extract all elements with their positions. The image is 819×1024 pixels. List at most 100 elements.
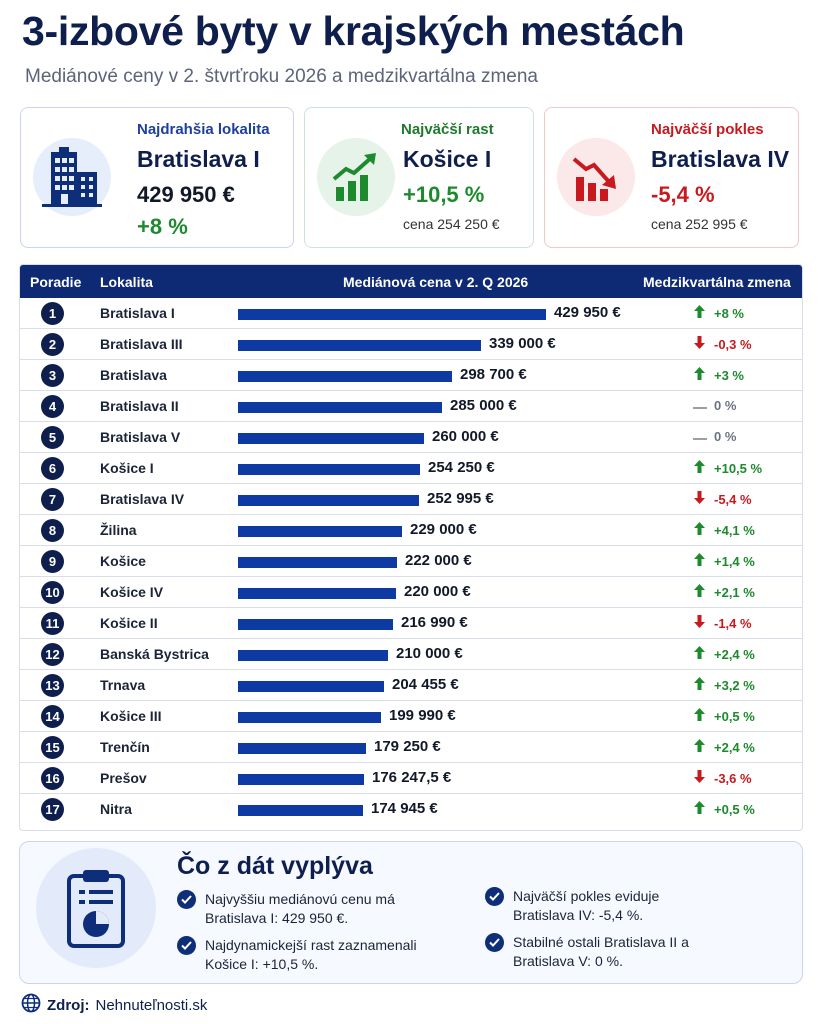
price-label: 222 000 € — [405, 552, 472, 569]
table-body: 1 Bratislava I 429 950 € +8 % 2 Bratislava II… — [20, 298, 802, 825]
rank-badge: 13 — [41, 674, 64, 697]
rank-badge: 4 — [41, 395, 64, 418]
change-cell: +4,1 % — [693, 522, 755, 538]
change-cell: +2,1 % — [693, 584, 755, 600]
rank-badge: 12 — [41, 643, 64, 666]
change-value: +3 % — [714, 367, 744, 383]
arrow-down-icon — [693, 336, 705, 352]
rank-badge: 5 — [41, 426, 64, 449]
arrow-up-icon — [693, 708, 705, 724]
card-price-note: cena 254 250 € — [403, 216, 500, 232]
rank-badge: 10 — [41, 581, 64, 604]
price-label: 229 000 € — [410, 521, 477, 538]
price-bar — [238, 309, 546, 320]
table-row: 10 Košice IV 220 000 € +2,1 % — [20, 577, 802, 608]
header-change: Medzikvartálna zmena — [643, 274, 791, 290]
arrow-up-icon — [693, 584, 705, 600]
arrow-up-icon — [693, 460, 705, 476]
header-price: Mediánová cena v 2. Q 2026 — [343, 274, 529, 290]
price-label: 254 250 € — [428, 459, 495, 476]
location-label: Bratislava I — [100, 305, 175, 321]
location-label: Trenčín — [100, 739, 150, 755]
summary-point: Najvyššiu mediánovú cenu má Bratislava I… — [177, 890, 445, 928]
table-row: 6 Košice I 254 250 € +10,5 % — [20, 453, 802, 484]
card-label: Najväčší rast — [401, 121, 494, 138]
change-value: +4,1 % — [714, 522, 755, 538]
rank-badge: 14 — [41, 705, 64, 728]
change-value: +0,5 % — [714, 708, 755, 724]
location-label: Prešov — [100, 770, 147, 786]
price-label: 339 000 € — [489, 335, 556, 352]
change-cell: -0,3 % — [693, 336, 752, 352]
card-biggest-drop: Najväčší pokles Bratislava IV -5,4 % cen… — [544, 107, 799, 248]
card-label: Najdrahšia lokalita — [137, 121, 270, 138]
change-cell: +2,4 % — [693, 646, 755, 662]
price-bar — [238, 619, 393, 630]
card-change: +10,5 % — [403, 182, 485, 207]
dash-icon — [693, 430, 707, 444]
arrow-down-icon — [693, 491, 705, 507]
price-label: 204 455 € — [392, 676, 459, 693]
card-change: +8 % — [137, 214, 188, 239]
change-value: -0,3 % — [714, 336, 752, 352]
summary-point: Stabilné ostali Bratislava II a Bratisla… — [485, 933, 703, 971]
location-label: Banská Bystrica — [100, 646, 209, 662]
location-label: Bratislava II — [100, 398, 179, 414]
growth-chart-icon — [317, 138, 395, 216]
rank-badge: 2 — [41, 333, 64, 356]
change-cell: +2,4 % — [693, 739, 755, 755]
table-row: 11 Košice II 216 990 € -1,4 % — [20, 608, 802, 639]
card-biggest-growth: Najväčší rast Košice I +10,5 % cena 254 … — [304, 107, 534, 248]
change-value: 0 % — [714, 429, 737, 444]
buildings-icon — [33, 138, 111, 216]
change-value: 0 % — [714, 398, 737, 413]
price-bar — [238, 712, 381, 723]
location-label: Bratislava V — [100, 429, 181, 445]
header-rank: Poradie — [30, 274, 82, 290]
check-icon — [485, 887, 504, 906]
price-label: 176 247,5 € — [372, 769, 452, 786]
price-label: 252 995 € — [427, 490, 494, 507]
change-cell: -1,4 % — [693, 615, 752, 631]
dash-icon — [693, 399, 707, 413]
table-row: 3 Bratislava 298 700 € +3 % — [20, 360, 802, 391]
card-price: 429 950 € — [137, 182, 235, 207]
change-cell: +0,5 % — [693, 708, 755, 724]
location-label: Košice I — [100, 460, 154, 476]
price-label: 220 000 € — [404, 583, 471, 600]
table-row: 8 Žilina 229 000 € +4,1 % — [20, 515, 802, 546]
arrow-up-icon — [693, 677, 705, 693]
location-label: Žilina — [100, 522, 137, 538]
table-row: 12 Banská Bystrica 210 000 € +2,4 % — [20, 639, 802, 670]
table-row: 4 Bratislava II 285 000 € 0 % — [20, 391, 802, 422]
price-label: 216 990 € — [401, 614, 468, 631]
price-bar — [238, 495, 419, 506]
check-icon — [177, 936, 196, 955]
source-value: Nehnuteľnosti.sk — [95, 996, 208, 1014]
change-value: -3,6 % — [714, 770, 752, 786]
change-value: +2,4 % — [714, 739, 755, 755]
summary-point: Najdynamickejší rast zaznamenali Košice … — [177, 936, 445, 974]
arrow-up-icon — [693, 553, 705, 569]
change-cell: -5,4 % — [693, 491, 752, 507]
table-row: 9 Košice 222 000 € +1,4 % — [20, 546, 802, 577]
rank-badge: 17 — [41, 798, 64, 821]
change-value: +0,5 % — [714, 801, 755, 817]
arrow-up-icon — [693, 801, 705, 817]
source-label: Zdroj: — [47, 996, 90, 1014]
price-bar — [238, 681, 384, 692]
change-value: +8 % — [714, 305, 744, 321]
location-label: Bratislava III — [100, 336, 183, 352]
location-label: Košice II — [100, 615, 158, 631]
page-subtitle: Mediánové ceny v 2. štvrťroku 2026 a med… — [25, 66, 538, 87]
price-bar — [238, 650, 388, 661]
rank-badge: 7 — [41, 488, 64, 511]
location-label: Košice — [100, 553, 146, 569]
clipboard-chart-icon — [36, 848, 156, 968]
table-row: 7 Bratislava IV 252 995 € -5,4 % — [20, 484, 802, 515]
price-label: 174 945 € — [371, 800, 438, 817]
summary-box: Čo z dát vyplýva Najvyššiu mediánovú cen… — [19, 841, 803, 984]
arrow-up-icon — [693, 739, 705, 755]
rank-badge: 9 — [41, 550, 64, 573]
change-cell: +10,5 % — [693, 460, 762, 476]
